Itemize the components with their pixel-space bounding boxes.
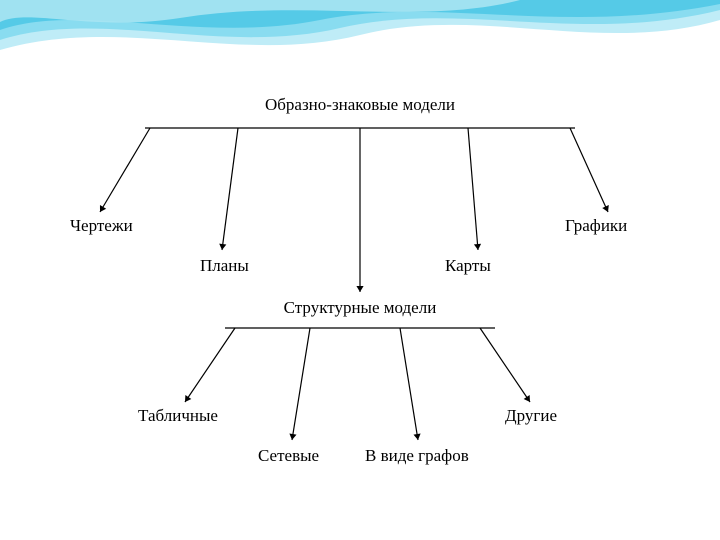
node-n5: Графики <box>565 216 627 236</box>
node-m2: Сетевые <box>258 446 319 466</box>
node-n4: Карты <box>445 256 491 276</box>
node-n2: Планы <box>200 256 249 276</box>
node-m4: Другие <box>505 406 557 426</box>
node-n3: Структурные модели <box>275 298 445 318</box>
node-m1: Табличные <box>138 406 218 426</box>
node-root1: Образно-знаковые модели <box>255 95 465 115</box>
diagram-connectors <box>0 0 720 540</box>
node-m3: В виде графов <box>365 446 469 466</box>
decorative-wave-band <box>0 0 720 80</box>
node-n1: Чертежи <box>70 216 133 236</box>
